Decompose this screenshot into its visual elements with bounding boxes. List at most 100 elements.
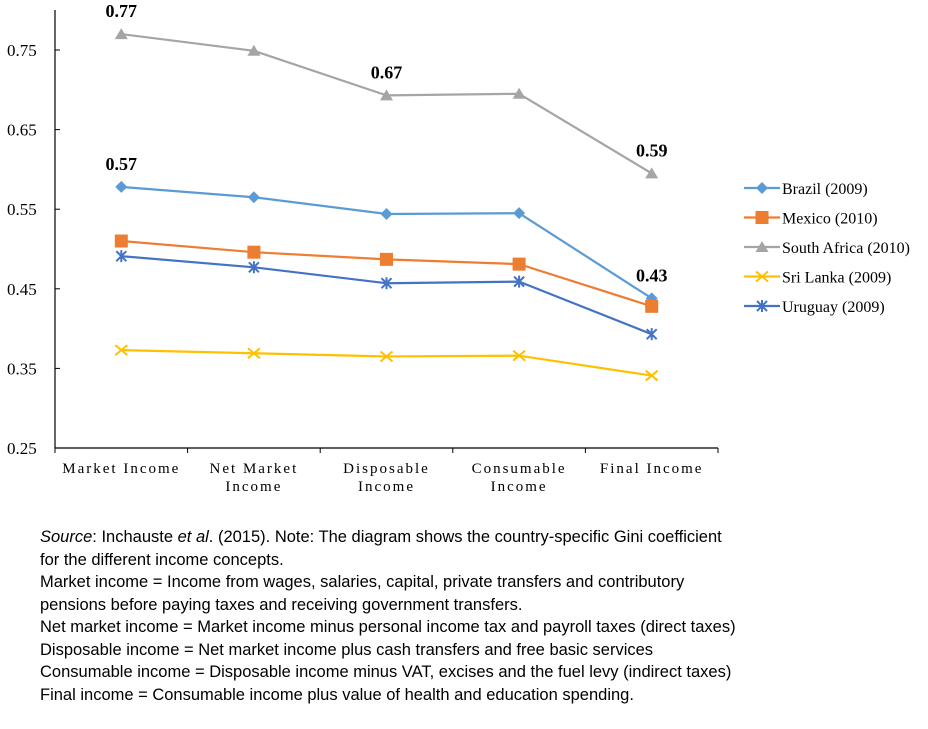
legend: Brazil (2009) Mexico (2010) South Africa (… <box>744 181 910 316</box>
data-label: 0.43 <box>636 265 668 285</box>
legend-marker <box>756 300 768 312</box>
x-category-label: Disposable <box>343 461 430 477</box>
legend-item: Brazil (2009) <box>744 181 868 198</box>
data-label: 0.77 <box>106 1 138 21</box>
data-point <box>115 250 128 263</box>
legend-label: Uruguay (2009) <box>782 299 885 316</box>
legend-marker <box>755 270 769 283</box>
asterisk-marker <box>248 261 260 274</box>
figure-notes: Source: Inchauste et al. (2015). Note: T… <box>40 526 920 706</box>
diamond-marker <box>513 207 526 220</box>
data-point <box>248 261 260 274</box>
asterisk-marker <box>513 275 525 288</box>
y-tick-label: 0.55 <box>7 200 37 219</box>
gini-line-chart: 0.25 0.35 0.45 0.55 0.65 0.75 Market Income Ne… <box>7 1 910 495</box>
square-marker <box>645 299 659 313</box>
data-point <box>114 344 128 356</box>
data-point <box>380 252 393 266</box>
source-text: : Inchauste <box>92 528 178 546</box>
axes <box>54 10 718 449</box>
data-point <box>512 349 526 362</box>
triangle-marker <box>512 87 526 99</box>
source-note: Source: Inchauste et al. (2015). Note: T… <box>40 526 920 549</box>
net-market-income-definition: Net market income = Market income minus … <box>40 618 736 636</box>
market-income-definition: Market income = Income from wages, salar… <box>40 573 685 591</box>
disposable-income-definition: Disposable income = Net market income pl… <box>40 640 654 659</box>
legend-marker <box>756 182 768 194</box>
legend-item: Uruguay (2009) <box>744 299 885 316</box>
square-marker <box>247 245 261 259</box>
x-category-label: Income <box>225 479 282 495</box>
data-point <box>380 207 393 220</box>
series-south-africa-2010 <box>114 28 659 179</box>
data-label: 0.57 <box>106 154 138 174</box>
diamond-marker <box>247 191 260 204</box>
x-category-label: Consumable <box>472 461 567 477</box>
legend-item: South Africa (2010) <box>744 240 910 257</box>
data-point <box>645 167 659 179</box>
consumable-income-definition: Consumable income = Disposable income mi… <box>40 663 732 681</box>
square-marker <box>380 252 393 266</box>
x-category-label: Net Market <box>210 461 299 477</box>
asterisk-marker <box>115 250 128 263</box>
data-point <box>114 234 128 248</box>
triangle-marker <box>755 241 769 252</box>
x-marker <box>379 350 394 363</box>
x-category-label: Final Income <box>600 461 704 477</box>
triangle-marker <box>114 28 128 40</box>
data-point <box>513 275 525 288</box>
data-point <box>645 369 659 382</box>
series-mexico-2010 <box>114 234 659 313</box>
series-lines <box>114 28 659 382</box>
series-uruguay-2009 <box>115 250 658 341</box>
series-line <box>121 255 653 336</box>
data-point <box>247 347 261 360</box>
legend-item: Mexico (2010) <box>744 211 878 228</box>
y-tick-label: 0.35 <box>7 359 37 378</box>
x-axis-ticks: Market Income Net Market Income Disposable I… <box>54 448 719 495</box>
data-point <box>645 299 659 313</box>
y-tick-label: 0.75 <box>7 41 37 60</box>
data-label: 0.67 <box>371 62 403 82</box>
data-point <box>247 245 261 259</box>
legend-label: Mexico (2010) <box>782 211 878 228</box>
square-marker <box>512 257 526 271</box>
data-point <box>247 44 261 56</box>
data-point <box>380 89 393 101</box>
data-point <box>512 87 526 99</box>
series-sri-lanka-2009 <box>114 344 659 382</box>
data-label: 0.59 <box>636 140 668 160</box>
legend-item: Sri Lanka (2009) <box>744 270 891 287</box>
source-label: Source <box>40 528 93 546</box>
x-marker <box>755 270 769 283</box>
x-category-label: Income <box>491 479 548 495</box>
square-marker <box>755 211 769 224</box>
series-line <box>121 348 652 377</box>
triangle-marker <box>380 89 393 101</box>
diamond-marker <box>380 207 393 220</box>
x-marker <box>645 369 659 382</box>
final-income-definition: Final income = Consumable income plus va… <box>40 685 634 704</box>
data-point <box>114 28 128 40</box>
legend-label: Sri Lanka (2009) <box>782 270 891 287</box>
data-point <box>247 191 260 204</box>
triangle-marker <box>247 44 261 56</box>
market-income-definition-cont: pensions before paying taxes and receivi… <box>40 595 523 614</box>
y-axis-ticks: 0.25 0.35 0.45 0.55 0.65 0.75 <box>7 41 60 458</box>
x-category-label: Market Income <box>62 461 180 477</box>
data-point <box>513 207 526 220</box>
asterisk-marker <box>645 328 658 341</box>
series-line <box>121 239 653 308</box>
data-point <box>645 328 658 341</box>
data-point <box>379 350 394 363</box>
source-text-cont: . (2015). Note: The diagram shows the co… <box>208 528 722 546</box>
note-line: for the different income concepts. <box>40 550 284 569</box>
asterisk-marker <box>756 300 768 312</box>
square-marker <box>114 234 128 248</box>
data-point <box>115 180 128 193</box>
legend-marker <box>755 241 769 252</box>
y-tick-label: 0.65 <box>7 121 37 140</box>
legend-marker <box>755 211 769 224</box>
diamond-marker <box>115 180 128 193</box>
legend-label: Brazil (2009) <box>782 181 868 198</box>
